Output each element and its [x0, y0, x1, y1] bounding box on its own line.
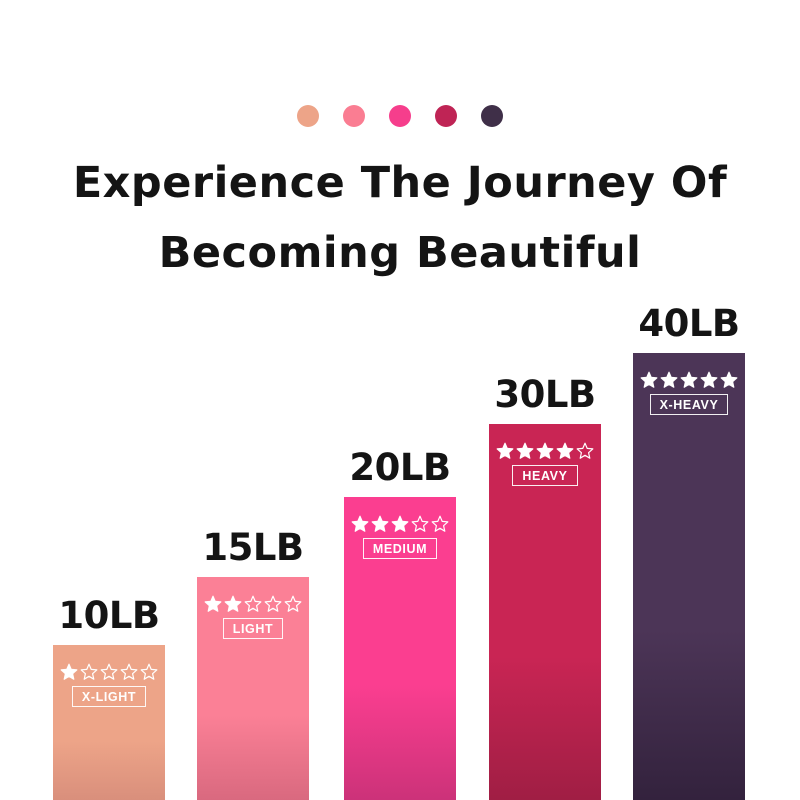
star-rating: [204, 595, 302, 612]
dot-x-heavy: [481, 105, 503, 127]
bar-group[interactable]: 40LB X-HEAVY: [633, 304, 745, 800]
dot-heavy: [435, 105, 457, 127]
star-rating: [351, 515, 449, 532]
bar-fill: [344, 497, 456, 800]
star-filled-icon: [351, 515, 369, 532]
tier-label: HEAVY: [512, 465, 578, 486]
bar-group[interactable]: 20LB MEDIUM: [344, 448, 456, 800]
star-filled-icon: [640, 371, 658, 388]
tier-label: MEDIUM: [362, 538, 438, 559]
bar-badge: X-LIGHT: [53, 663, 165, 707]
bar-group[interactable]: 15LB LIGHT: [197, 528, 309, 800]
bar-fill: [197, 577, 309, 800]
star-filled-icon: [660, 371, 678, 388]
bar-value-label: 40LB: [638, 302, 740, 345]
bar: X-LIGHT: [53, 645, 165, 800]
star-filled-icon: [680, 371, 698, 388]
dot-medium: [389, 105, 411, 127]
star-outline-icon: [140, 663, 158, 680]
bar-fill: [633, 353, 745, 800]
star-filled-icon: [204, 595, 222, 612]
dot-light: [343, 105, 365, 127]
bar-badge: X-HEAVY: [633, 371, 745, 415]
star-filled-icon: [516, 442, 534, 459]
star-filled-icon: [224, 595, 242, 612]
color-swatch-row: [0, 105, 800, 127]
star-filled-icon: [391, 515, 409, 532]
star-outline-icon: [244, 595, 262, 612]
star-outline-icon: [80, 663, 98, 680]
star-filled-icon: [700, 371, 718, 388]
bar-value-label: 30LB: [494, 373, 596, 416]
star-filled-icon: [496, 442, 514, 459]
star-rating: [60, 663, 158, 680]
star-outline-icon: [431, 515, 449, 532]
page-title-line-2: Becoming Beautiful: [158, 228, 642, 278]
tier-label: LIGHT: [222, 618, 284, 639]
bar: LIGHT: [197, 577, 309, 800]
bar: MEDIUM: [344, 497, 456, 800]
bar-value-label: 10LB: [58, 594, 160, 637]
bar-value-label: 20LB: [349, 446, 451, 489]
bar-badge: LIGHT: [197, 595, 309, 639]
star-filled-icon: [720, 371, 738, 388]
star-outline-icon: [100, 663, 118, 680]
star-outline-icon: [264, 595, 282, 612]
star-filled-icon: [556, 442, 574, 459]
star-rating: [640, 371, 738, 388]
bar-badge: HEAVY: [489, 442, 601, 486]
page-title-line-1: Experience The Journey Of: [72, 158, 728, 208]
star-outline-icon: [120, 663, 138, 680]
star-filled-icon: [536, 442, 554, 459]
bar-value-label: 15LB: [202, 526, 304, 569]
tier-label: X-LIGHT: [71, 686, 147, 707]
star-rating: [496, 442, 594, 459]
bar-badge: MEDIUM: [344, 515, 456, 559]
dot-x-light: [297, 105, 319, 127]
star-filled-icon: [371, 515, 389, 532]
bar: HEAVY: [489, 424, 601, 800]
page-title: Experience The Journey Of Becoming Beaut…: [0, 148, 800, 288]
bar-group[interactable]: 10LB X-LIGHT: [53, 596, 165, 800]
bar: X-HEAVY: [633, 353, 745, 800]
tier-label: X-HEAVY: [649, 394, 729, 415]
bar-fill: [489, 424, 601, 800]
star-filled-icon: [60, 663, 78, 680]
bar-group[interactable]: 30LB HEAVY: [489, 375, 601, 800]
star-outline-icon: [284, 595, 302, 612]
star-outline-icon: [576, 442, 594, 459]
star-outline-icon: [411, 515, 429, 532]
